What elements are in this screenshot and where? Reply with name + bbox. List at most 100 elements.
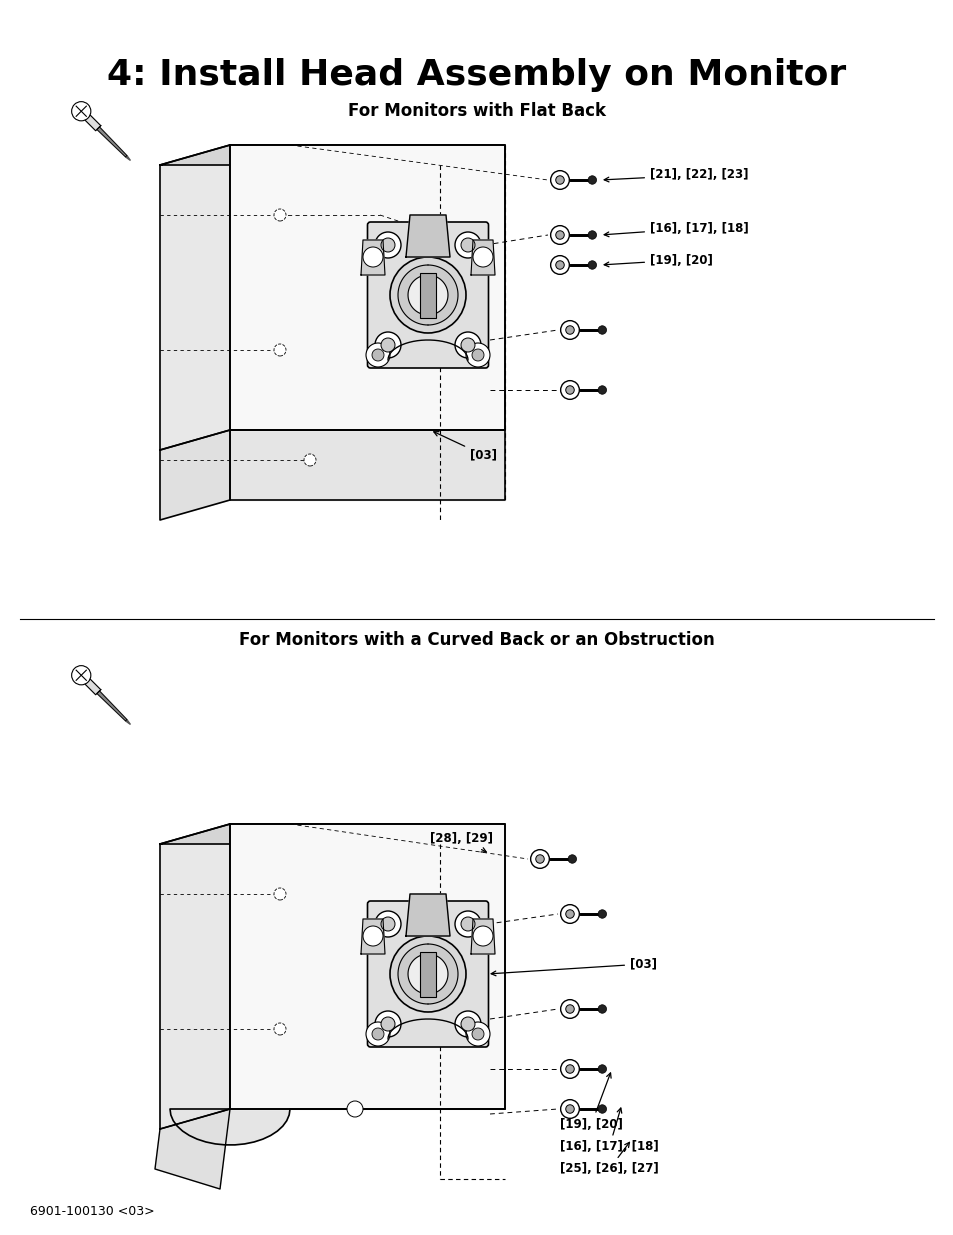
Polygon shape (360, 919, 385, 953)
Circle shape (587, 231, 596, 240)
Circle shape (274, 1023, 286, 1035)
Circle shape (536, 855, 543, 863)
Circle shape (399, 946, 456, 1002)
Circle shape (304, 454, 315, 466)
Circle shape (565, 326, 574, 335)
Circle shape (587, 175, 596, 184)
Circle shape (560, 999, 578, 1019)
Circle shape (598, 1005, 606, 1013)
Text: 6901-100130 <03>: 6901-100130 <03> (30, 1205, 154, 1218)
Circle shape (455, 332, 480, 358)
Circle shape (587, 261, 596, 269)
Circle shape (455, 232, 480, 258)
Circle shape (598, 1065, 606, 1073)
Polygon shape (471, 240, 495, 275)
Polygon shape (154, 1109, 230, 1189)
Circle shape (363, 247, 382, 267)
Circle shape (460, 918, 475, 931)
Circle shape (375, 232, 400, 258)
Circle shape (455, 1011, 480, 1037)
Circle shape (472, 1028, 483, 1040)
Circle shape (565, 385, 574, 394)
Bar (419, 273, 436, 317)
Circle shape (71, 666, 91, 685)
Polygon shape (160, 144, 230, 450)
Circle shape (372, 350, 384, 361)
Circle shape (565, 1065, 574, 1073)
Polygon shape (160, 824, 504, 844)
Polygon shape (126, 156, 131, 161)
Circle shape (71, 101, 91, 121)
Circle shape (274, 209, 286, 221)
Circle shape (565, 1005, 574, 1013)
Circle shape (455, 911, 480, 937)
Circle shape (560, 321, 578, 340)
Circle shape (465, 1023, 490, 1046)
Circle shape (399, 267, 456, 324)
Circle shape (560, 1099, 578, 1119)
Circle shape (560, 905, 578, 924)
Circle shape (366, 1023, 390, 1046)
Circle shape (375, 1011, 400, 1037)
Polygon shape (397, 944, 428, 1004)
Circle shape (390, 936, 465, 1011)
Text: [19], [20]: [19], [20] (603, 253, 712, 267)
Circle shape (473, 926, 493, 946)
Text: [03]: [03] (491, 957, 657, 976)
Polygon shape (406, 215, 450, 257)
Circle shape (460, 1016, 475, 1031)
Circle shape (380, 918, 395, 931)
Polygon shape (160, 430, 230, 520)
Circle shape (460, 338, 475, 352)
Circle shape (380, 238, 395, 252)
Circle shape (598, 385, 606, 394)
Polygon shape (170, 1109, 504, 1145)
Text: [03]: [03] (434, 431, 497, 462)
Circle shape (372, 1028, 384, 1040)
Polygon shape (80, 674, 101, 695)
Circle shape (550, 256, 569, 274)
Circle shape (380, 338, 395, 352)
Circle shape (274, 345, 286, 356)
Circle shape (390, 257, 465, 333)
Polygon shape (97, 690, 127, 721)
Circle shape (598, 1105, 606, 1113)
Circle shape (363, 926, 382, 946)
Circle shape (556, 231, 563, 240)
Circle shape (472, 350, 483, 361)
Circle shape (375, 911, 400, 937)
Circle shape (560, 380, 578, 399)
Text: [25], [26], [27]: [25], [26], [27] (559, 1142, 659, 1176)
Circle shape (375, 332, 400, 358)
Circle shape (347, 1100, 363, 1116)
Text: [16], [17], [18]: [16], [17], [18] (603, 221, 748, 237)
Polygon shape (160, 144, 504, 165)
Circle shape (560, 1060, 578, 1078)
Circle shape (366, 343, 390, 367)
Circle shape (530, 850, 549, 868)
Polygon shape (97, 127, 127, 157)
Circle shape (556, 261, 563, 269)
Text: [21], [22], [23]: [21], [22], [23] (603, 168, 748, 182)
Text: For Monitors with Flat Back: For Monitors with Flat Back (348, 103, 605, 120)
Circle shape (598, 910, 606, 919)
Circle shape (598, 326, 606, 335)
Circle shape (274, 888, 286, 900)
Circle shape (380, 1016, 395, 1031)
Polygon shape (80, 110, 101, 131)
Polygon shape (406, 894, 450, 936)
Circle shape (550, 226, 569, 245)
Polygon shape (230, 824, 504, 1109)
Polygon shape (428, 944, 457, 1004)
Polygon shape (471, 919, 495, 953)
Polygon shape (160, 824, 230, 1129)
Circle shape (460, 238, 475, 252)
Text: [19], [20]: [19], [20] (559, 1073, 622, 1130)
Text: [28], [29]: [28], [29] (430, 832, 493, 852)
FancyBboxPatch shape (367, 902, 488, 1047)
Polygon shape (230, 144, 504, 430)
Bar (419, 951, 436, 997)
Circle shape (565, 910, 574, 919)
Circle shape (473, 247, 493, 267)
Circle shape (465, 343, 490, 367)
